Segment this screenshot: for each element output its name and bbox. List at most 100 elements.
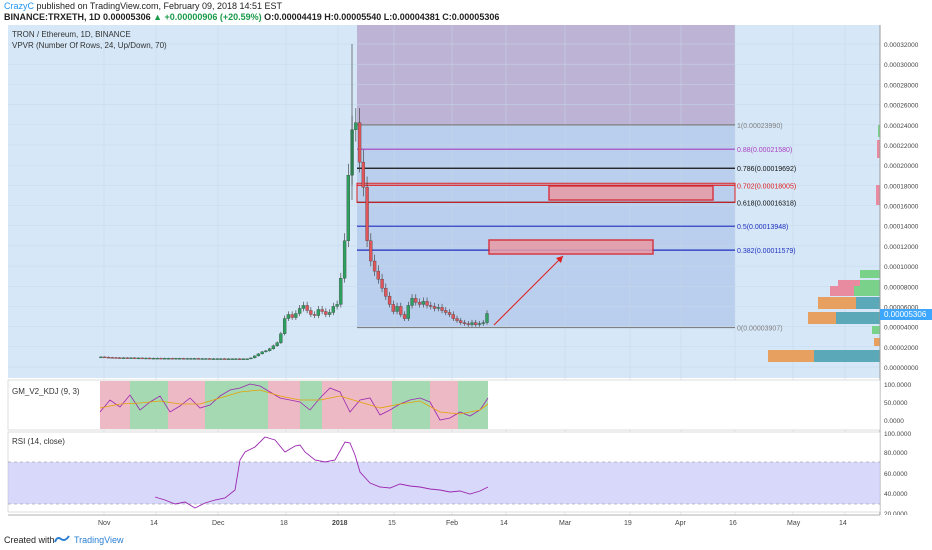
candle-body: [451, 314, 455, 319]
price-tick-label: 0.00002000: [884, 345, 919, 352]
candle-body: [226, 358, 231, 360]
kdj-band: [168, 381, 205, 429]
candle-body: [462, 322, 467, 324]
candle-body: [395, 306, 399, 312]
candle-body: [331, 306, 335, 313]
candle-body: [399, 306, 403, 315]
time-tick-label: 19: [624, 520, 632, 527]
tradingview-brand[interactable]: TradingView: [74, 535, 124, 545]
candle-body: [294, 313, 298, 318]
rsi-band: [8, 462, 880, 504]
candle-body: [421, 301, 425, 305]
price-tick-label: 0.00024000: [884, 123, 919, 130]
time-tick-label: 18: [280, 520, 288, 527]
publish-info: CrazyC published on TradingView.com, Feb…: [4, 1, 282, 11]
candle-body: [447, 312, 452, 315]
candle-body: [125, 357, 129, 359]
candle-body: [185, 358, 189, 360]
candle-body: [151, 357, 156, 360]
candle-body: [354, 122, 358, 130]
rsi-tick-label: 100.0000: [884, 431, 911, 438]
chart-header: CrazyC published on TradingView.com, Feb…: [0, 0, 932, 24]
chart-canvas[interactable]: 1(0.00023990) 0.88(0.00021580) 0.786(0.000…: [0, 24, 932, 530]
time-axis-ticks: Nov 14 Dec 18 2018 15 Feb 14 Mar 19 Apr 16 May 14: [98, 520, 847, 527]
candle-body: [110, 357, 114, 359]
candle-body: [365, 187, 369, 241]
candles: [99, 44, 489, 360]
ohlc-values: O:0.00004419 H:0.00005540 L:0.00004381 C…: [264, 12, 500, 22]
kdj-title: GM_V2_KDJ (9, 3): [12, 387, 80, 396]
candle-body: [253, 355, 257, 359]
fib-label: 0.702(0.00018005): [737, 183, 796, 190]
up-arrow-icon: ▲: [153, 12, 163, 22]
author-link[interactable]: CrazyC: [4, 1, 35, 11]
candle-body: [178, 358, 182, 360]
candle-body: [327, 312, 332, 315]
rsi-line: [154, 436, 489, 509]
time-tick-label: Apr: [675, 520, 687, 527]
price-tick-label: 0.00000000: [884, 365, 919, 372]
price-tick-label: 0.00026000: [884, 103, 919, 110]
candle-body: [170, 358, 174, 360]
candle-body: [118, 357, 122, 359]
kdj-k-line: [99, 389, 489, 415]
candle-body: [410, 298, 414, 306]
candle-body: [320, 309, 324, 312]
price-tick-label: 0.00020000: [884, 163, 919, 170]
candle-body: [163, 358, 167, 360]
candle-body: [470, 322, 474, 325]
candle-body: [106, 356, 111, 359]
price-tick-label: 0.00010000: [884, 264, 919, 271]
price-tick-label: 0.00028000: [884, 82, 919, 89]
candle-body: [436, 307, 440, 309]
last-price-label-bg: [880, 309, 932, 320]
candle-body: [245, 358, 249, 360]
candle-body: [391, 304, 395, 312]
candle-body: [429, 305, 433, 307]
fib-label: 0.88(0.00021580): [737, 147, 792, 154]
candle-body: [384, 288, 388, 297]
candle-body: [271, 345, 276, 349]
symbol-line: BINANCE:TRXETH, 1D: [4, 12, 101, 22]
time-tick-label: 2018: [332, 520, 348, 527]
candle-body: [286, 314, 291, 319]
candle-body: [279, 333, 283, 343]
price-tick-label: 0.00032000: [884, 42, 919, 49]
candle-body: [342, 240, 347, 279]
candle-body: [208, 358, 212, 360]
candle-body: [249, 357, 253, 360]
candle-body: [103, 356, 107, 359]
candle-body: [414, 298, 418, 303]
candle-body: [339, 278, 343, 305]
candle-body: [219, 358, 223, 360]
time-tick-label: Feb: [446, 520, 458, 527]
last-price-axis-label: 0.00005306: [884, 310, 927, 319]
symbol-info: BINANCE:TRXETH, 1D 0.00005306 ▲ +0.00000…: [4, 12, 499, 22]
published-text: published on TradingView.com, February 0…: [36, 1, 283, 11]
kdj-band: [130, 381, 168, 429]
candle-body: [181, 358, 186, 360]
price-change: +0.00000906 (+20.59%): [164, 12, 262, 22]
fib-label: 1(0.00023990): [737, 123, 783, 130]
time-tick-label: 16: [729, 520, 737, 527]
candle-body: [369, 240, 373, 262]
fib-highlight-band: [356, 182, 736, 203]
candle-body: [335, 304, 339, 307]
candle-body: [297, 308, 302, 314]
time-tick-label: 15: [388, 520, 396, 527]
candle-body: [432, 306, 437, 309]
candle-body: [376, 270, 380, 280]
candle-body: [215, 358, 219, 360]
kdj-band: [430, 381, 458, 429]
created-with-text: Created with: [4, 535, 55, 545]
price-tick-label: 0.00008000: [884, 284, 919, 291]
kdj-j-line: [99, 383, 489, 421]
candle-body: [372, 260, 377, 272]
candle-body: [140, 357, 144, 360]
price-axis-ticks: 0.00000000 0.00002000 0.00004000 0.00006000…: [884, 42, 919, 372]
rsi-tick-label: 40.0000: [884, 491, 908, 498]
candle-body: [256, 353, 261, 357]
fib-label: 0.382(0.00011579): [737, 248, 796, 255]
time-axis[interactable]: [8, 515, 932, 529]
candle-body: [196, 358, 201, 360]
